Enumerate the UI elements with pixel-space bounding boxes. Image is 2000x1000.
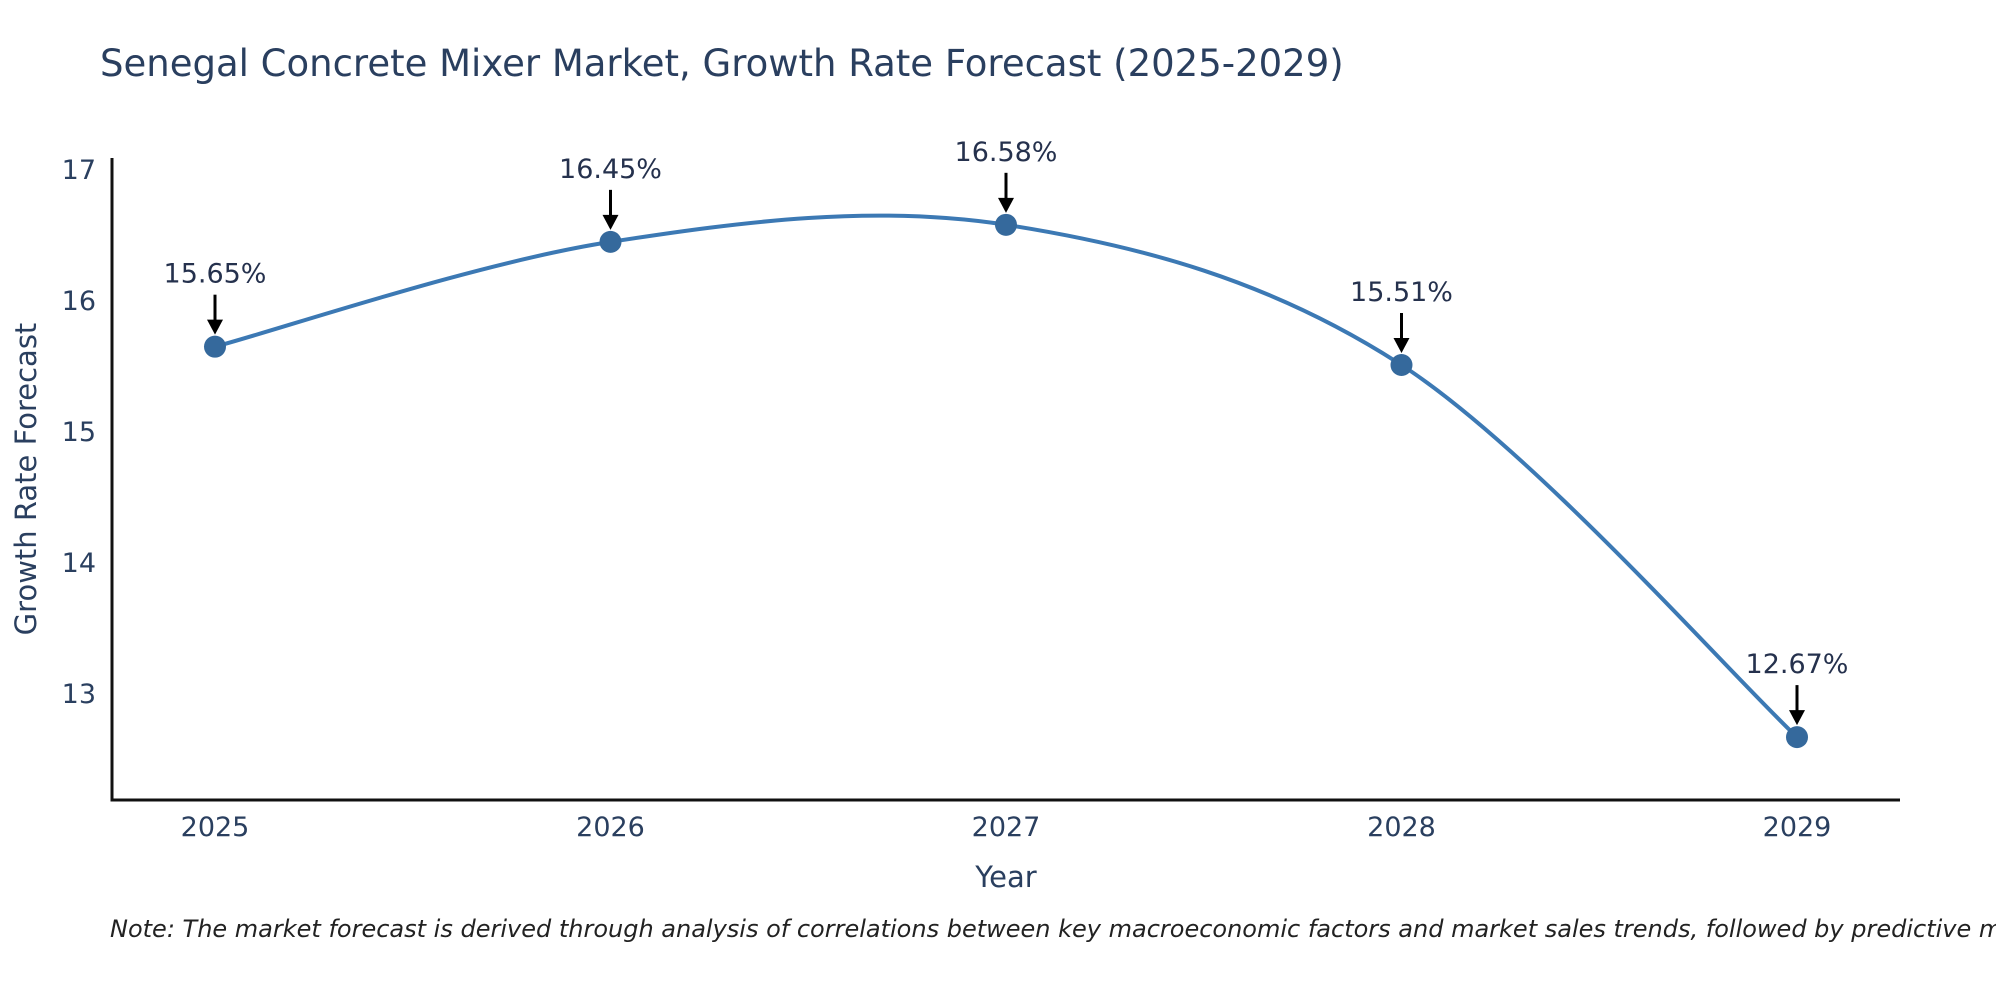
footnote: Note: The market forecast is derived thr… — [110, 915, 1996, 943]
y-tick-label: 13 — [62, 679, 96, 710]
x-axis-title: Year — [975, 860, 1037, 894]
y-tick-label: 17 — [62, 155, 96, 186]
data-point-marker[interactable] — [1786, 726, 1808, 749]
data-point-label: 16.58% — [955, 137, 1058, 168]
x-tick-label: 2028 — [1367, 812, 1436, 843]
trend-line — [213, 213, 1799, 740]
data-point-label: 15.65% — [164, 259, 267, 290]
x-tick-label: 2025 — [181, 812, 250, 843]
data-point-label: 15.51% — [1350, 277, 1453, 308]
x-tick-label: 2027 — [972, 812, 1041, 843]
data-point-marker[interactable] — [995, 213, 1017, 236]
annotation-arrow-head — [207, 319, 223, 335]
annotation-arrow-head — [1789, 710, 1805, 726]
y-tick-label: 14 — [62, 548, 96, 579]
annotation-arrow-head — [602, 214, 619, 230]
data-point-label: 12.67% — [1746, 649, 1849, 680]
data-point-label: 16.45% — [559, 154, 662, 185]
chart-title: Senegal Concrete Mixer Market, Growth Ra… — [100, 42, 1344, 85]
x-tick-label: 2026 — [576, 812, 645, 843]
data-point-marker[interactable] — [1390, 354, 1413, 377]
annotation-arrow-head — [1393, 338, 1410, 354]
data-point-marker[interactable] — [599, 230, 622, 253]
annotation-arrow-head — [998, 197, 1014, 213]
y-tick-label: 15 — [62, 417, 96, 448]
x-tick-label: 2029 — [1763, 812, 1832, 843]
data-point-marker[interactable] — [204, 335, 226, 358]
y-tick-label: 16 — [62, 286, 96, 317]
